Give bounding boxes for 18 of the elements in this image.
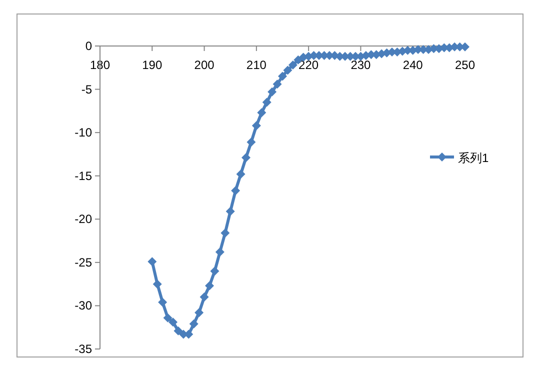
y-tick-label: -15 xyxy=(74,168,92,183)
y-tick-label: -10 xyxy=(74,126,92,140)
legend-label: 系列1 xyxy=(458,151,489,165)
x-tick-label: 240 xyxy=(402,58,424,72)
x-tick-label: 190 xyxy=(142,58,162,72)
y-tick-label: -5 xyxy=(81,82,92,96)
x-tick-label: 250 xyxy=(454,58,476,72)
y-tick-label: -25 xyxy=(74,255,92,270)
x-tick-label: 200 xyxy=(194,58,215,72)
x-tick-label: 210 xyxy=(246,58,267,72)
legend: 系列1 xyxy=(430,151,489,165)
y-tick-label: -20 xyxy=(74,212,92,226)
y-tick-label: 0 xyxy=(85,39,92,53)
x-tick-label: 220 xyxy=(298,58,319,72)
y-tick-label: -35 xyxy=(74,342,92,356)
y-tick-label: -30 xyxy=(74,298,92,313)
x-tick-label: 230 xyxy=(350,58,372,72)
x-tick-label: 180 xyxy=(90,58,110,72)
